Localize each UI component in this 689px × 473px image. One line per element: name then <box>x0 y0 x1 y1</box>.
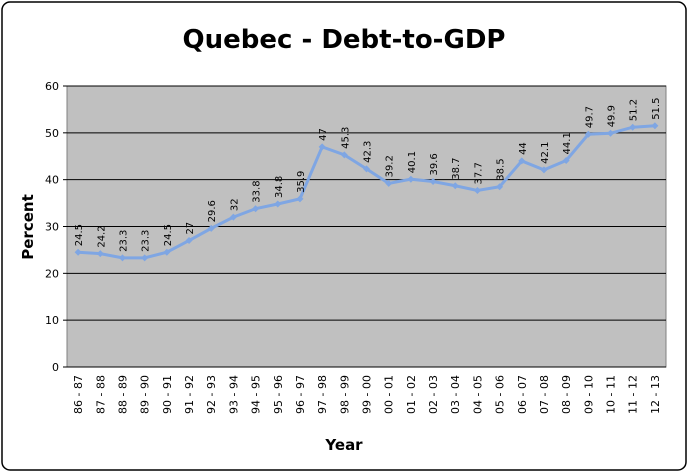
x-tick-label: 96 - 97 <box>294 375 307 414</box>
data-label: 27 <box>185 222 196 235</box>
data-point <box>163 248 171 256</box>
x-tick-label: 93 - 94 <box>227 375 240 414</box>
data-label: 39.6 <box>429 153 440 175</box>
data-point <box>473 186 481 194</box>
data-point <box>518 157 526 165</box>
data-point <box>584 130 592 138</box>
data-label: 40.1 <box>407 151 418 173</box>
data-label: 29.6 <box>207 200 218 222</box>
x-tick-label: 09 - 10 <box>582 375 595 414</box>
data-label: 47 <box>318 128 329 141</box>
x-tick-label: 91 - 92 <box>183 375 196 414</box>
x-tick-label: 88 - 89 <box>116 375 129 414</box>
data-point <box>74 248 82 256</box>
data-label: 32 <box>229 198 240 211</box>
data-point <box>340 151 348 159</box>
data-label: 23.3 <box>141 230 152 252</box>
data-label: 34.8 <box>274 176 285 198</box>
x-tick-label: 89 - 90 <box>139 375 152 414</box>
x-tick-label: 90 - 91 <box>161 375 174 414</box>
x-tick-label: 10 - 11 <box>605 375 618 414</box>
data-label: 37.7 <box>473 162 484 184</box>
data-point <box>385 179 393 187</box>
data-label: 49.9 <box>607 105 618 127</box>
data-point <box>607 129 615 137</box>
data-label: 35.9 <box>296 171 307 193</box>
x-tick-label: 01 - 02 <box>405 375 418 414</box>
data-point <box>429 178 437 186</box>
data-point <box>651 122 659 130</box>
x-tick-label: 98 - 99 <box>338 375 351 414</box>
data-point <box>96 250 104 258</box>
y-axis-title: Percent <box>19 194 37 259</box>
x-tick-label: 03 - 04 <box>449 375 462 414</box>
data-point <box>118 254 126 262</box>
data-label: 38.7 <box>451 157 462 179</box>
data-point <box>363 165 370 173</box>
data-point <box>562 156 570 164</box>
y-tick-label: 50 <box>45 127 59 140</box>
data-label: 24.5 <box>74 224 85 246</box>
data-point <box>318 143 326 151</box>
x-tick-label: 86 - 87 <box>72 375 85 414</box>
data-point <box>274 200 282 208</box>
data-point <box>185 237 193 245</box>
data-label: 42.3 <box>363 141 374 163</box>
data-label: 39.2 <box>385 155 396 177</box>
data-label: 44 <box>518 142 529 155</box>
y-tick-label: 40 <box>45 174 59 187</box>
data-label: 51.5 <box>651 98 662 120</box>
data-point <box>296 195 304 203</box>
data-label: 24.5 <box>163 224 174 246</box>
x-tick-label: 07 - 08 <box>538 375 551 414</box>
x-tick-label: 02 - 03 <box>427 375 440 414</box>
x-axis-title: Year <box>324 436 363 454</box>
data-point <box>540 166 548 174</box>
data-label: 23.3 <box>118 230 129 252</box>
data-point <box>629 123 637 131</box>
data-point <box>229 213 237 221</box>
x-tick-label: 92 - 93 <box>205 375 218 414</box>
x-tick-label: 05 - 06 <box>494 375 507 414</box>
x-tick-label: 08 - 09 <box>560 375 573 414</box>
data-label: 49.7 <box>584 106 595 128</box>
x-tick-label: 99 - 00 <box>361 375 374 414</box>
data-label: 33.8 <box>252 180 263 202</box>
data-label: 45.3 <box>340 127 351 149</box>
data-point <box>141 254 149 262</box>
data-point <box>252 205 260 213</box>
x-tick-label: 04 - 05 <box>471 375 484 414</box>
data-point <box>407 175 415 183</box>
x-tick-label: 87 - 88 <box>94 375 107 414</box>
data-label: 51.2 <box>629 99 640 121</box>
data-point <box>496 183 504 191</box>
y-tick-label: 0 <box>52 361 59 374</box>
y-tick-label: 10 <box>45 314 59 327</box>
data-label: 44.1 <box>562 132 573 154</box>
data-point <box>207 224 215 232</box>
y-tick-label: 60 <box>45 80 59 93</box>
y-tick-label: 20 <box>45 267 59 280</box>
x-tick-label: 11 - 12 <box>627 375 640 414</box>
y-tick-label: 30 <box>45 221 59 234</box>
x-tick-label: 06 - 07 <box>516 375 529 414</box>
data-point <box>451 182 459 190</box>
x-tick-label: 97 - 98 <box>316 375 329 414</box>
x-tick-label: 94 - 95 <box>250 375 263 414</box>
x-tick-label: 12 - 13 <box>649 375 662 414</box>
data-label: 38.5 <box>496 158 507 180</box>
data-label: 24.2 <box>96 225 107 247</box>
x-tick-label: 95 - 96 <box>272 375 285 414</box>
data-label: 42.1 <box>540 142 551 164</box>
x-tick-label: 00 - 01 <box>383 375 396 414</box>
chart-title: Quebec - Debt-to-GDP <box>183 25 506 55</box>
